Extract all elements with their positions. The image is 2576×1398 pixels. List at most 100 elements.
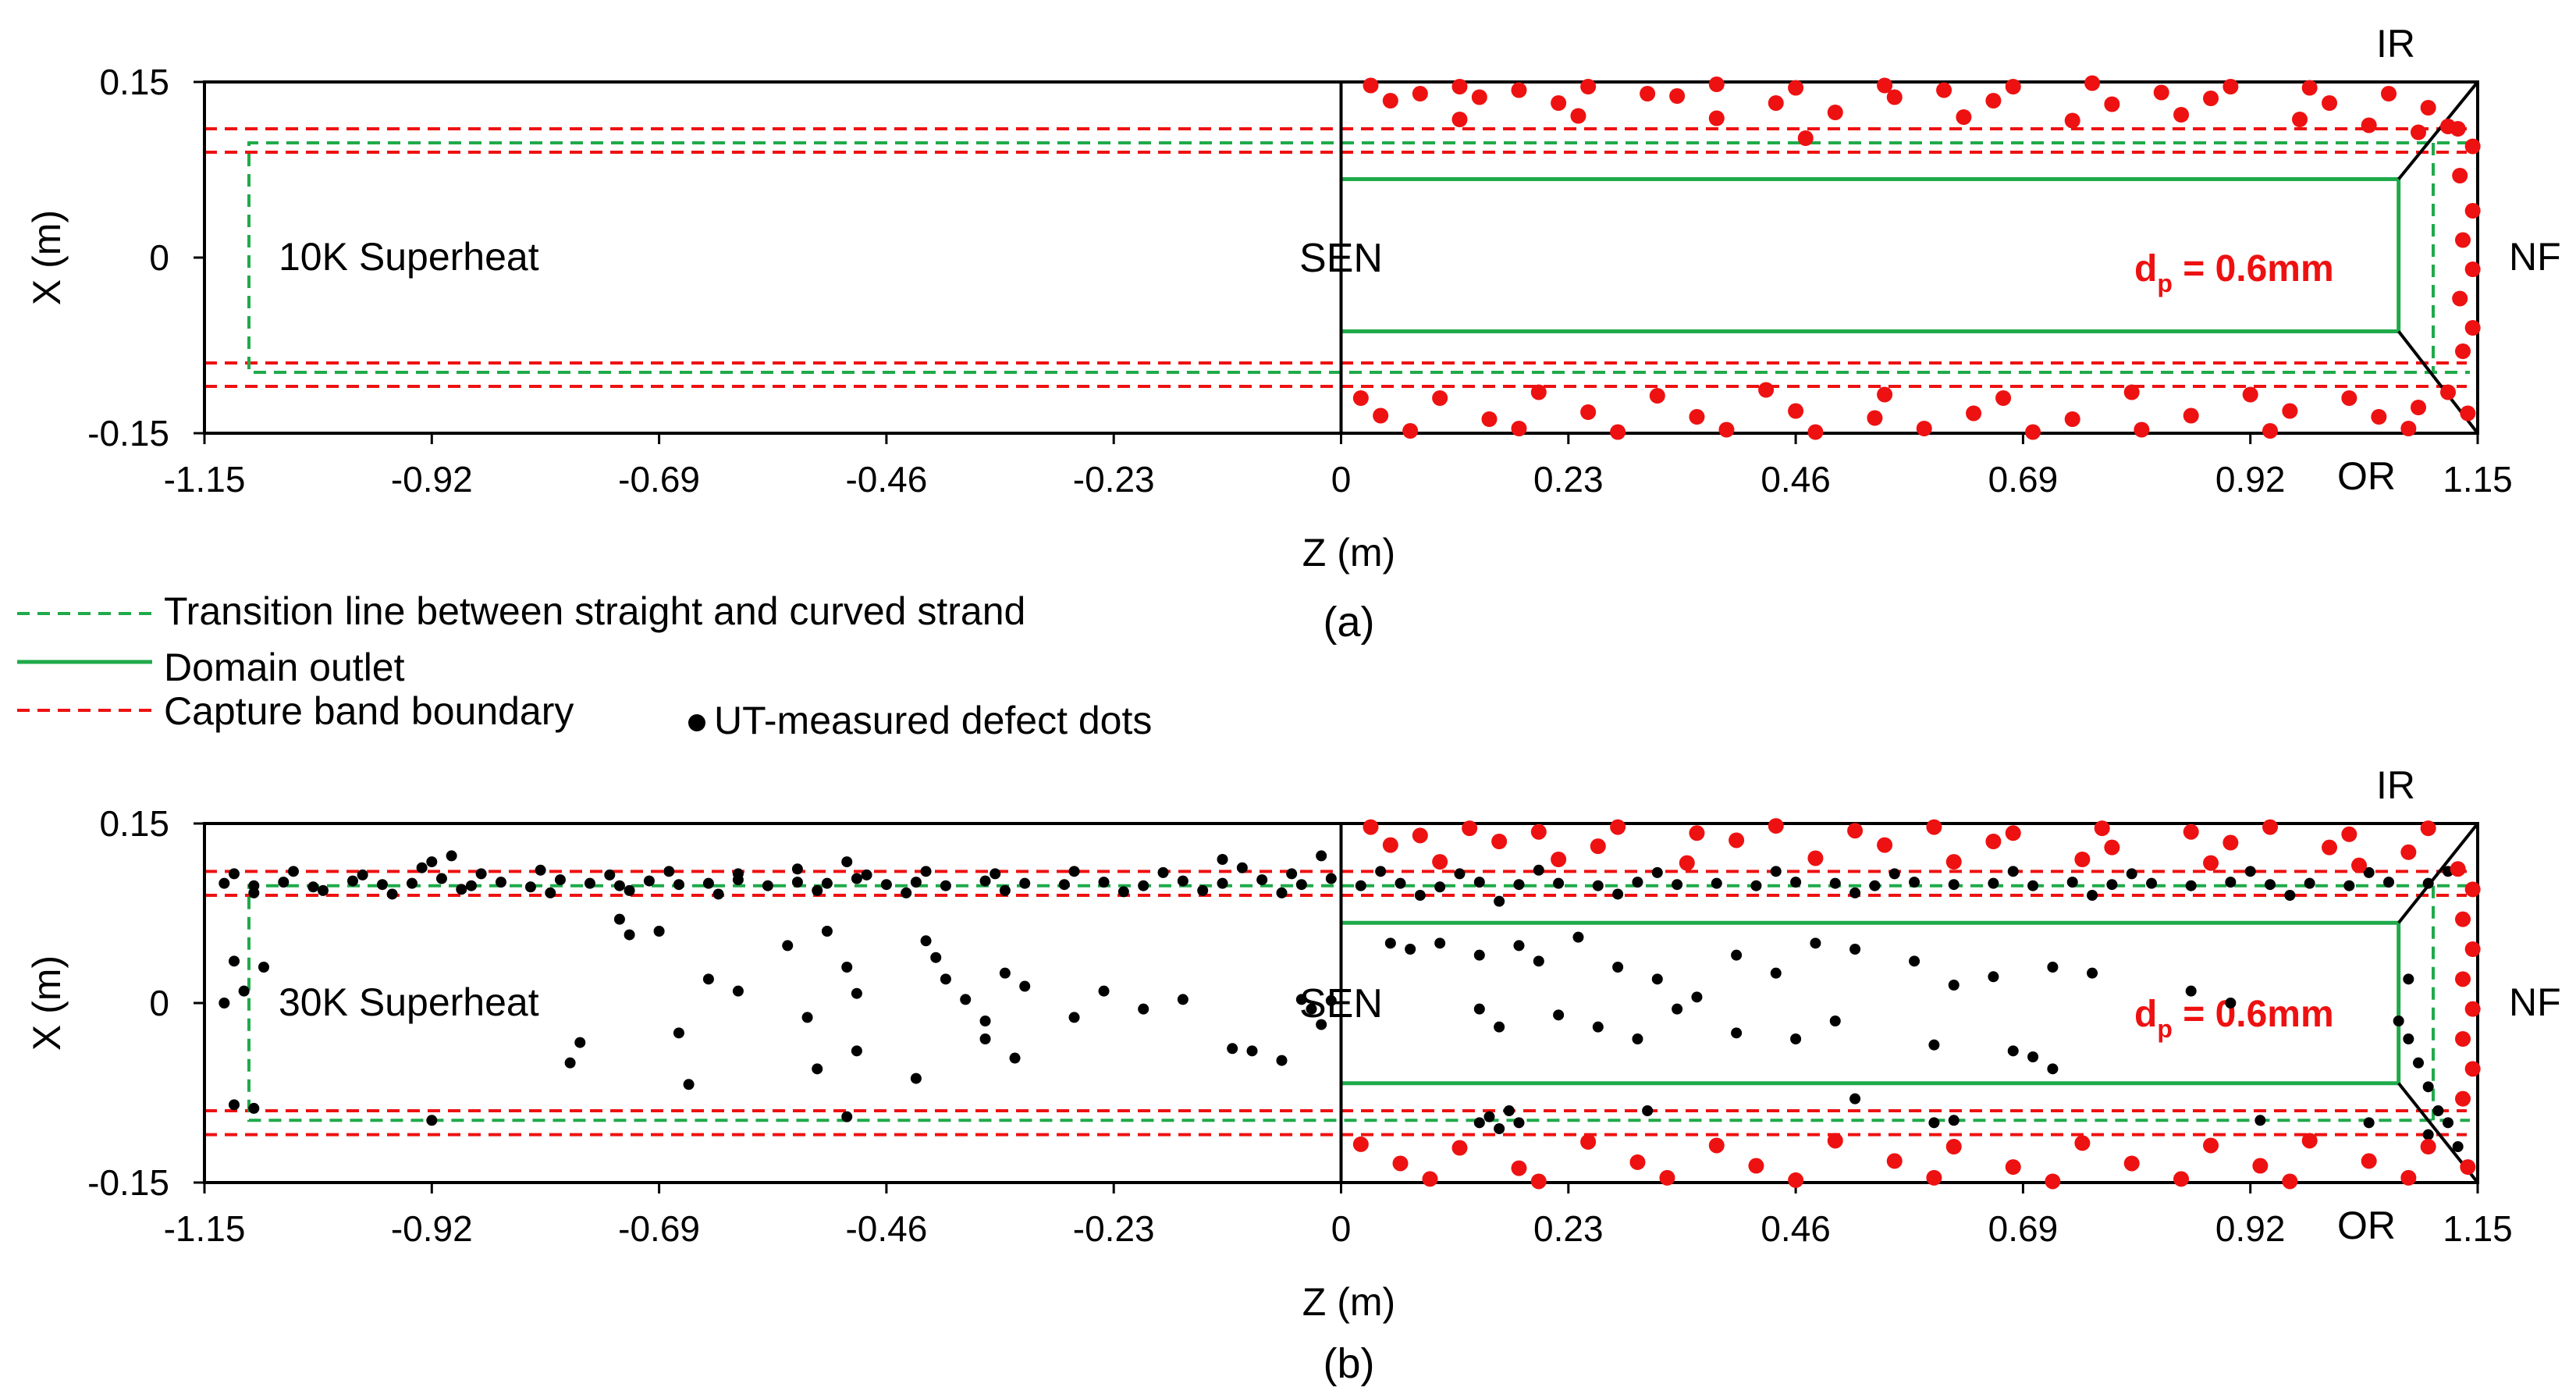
ut-defect-dot-b-114 bbox=[1276, 1055, 1288, 1066]
captured-particle-dot-a-73 bbox=[1511, 421, 1527, 436]
captured-particle-dot-b-50 bbox=[2301, 1133, 2318, 1149]
captured-particle-dot-a-22 bbox=[1985, 93, 2002, 108]
ut-defect-dot-b-32 bbox=[1256, 874, 1268, 886]
ut-defect-dot-b-18 bbox=[762, 880, 773, 891]
ut-defect-dot-b-119 bbox=[1513, 879, 1525, 891]
x-tick-label-a-2: -0.69 bbox=[618, 459, 700, 500]
ut-defect-dot-b-7 bbox=[435, 873, 447, 884]
x-tick-label-b-0: -1.15 bbox=[164, 1208, 246, 1249]
ut-defect-dot-b-83 bbox=[841, 962, 853, 973]
captured-particle-dot-b-44 bbox=[1580, 1133, 1597, 1150]
x-tick-label-a-3: -0.46 bbox=[845, 459, 927, 500]
captured-particle-dot-a-69 bbox=[2282, 403, 2298, 419]
ut-defect-dot-b-202 bbox=[1948, 1115, 1960, 1126]
ut-defect-dot-b-199 bbox=[1642, 1105, 1654, 1116]
ut-defect-dot-b-135 bbox=[2146, 877, 2158, 889]
ut-defect-dot-b-205 bbox=[2403, 973, 2414, 985]
panel-b: -1.15 -0.92 -0.69 -0.46 -0.23 0 0.23 0.46 0.69 0.… bbox=[25, 763, 2561, 1387]
ut-defect-dot-b-157 bbox=[1849, 887, 1861, 898]
ut-defect-dot-b-155 bbox=[1494, 895, 1505, 907]
y-tick-label-a-2: -0.15 bbox=[87, 413, 169, 454]
ut-defect-dot-b-43 bbox=[732, 868, 744, 880]
captured-particle-dot-a-11 bbox=[2084, 75, 2101, 91]
ut-defect-dot-b-87 bbox=[940, 973, 951, 985]
sen-label-a: SEN bbox=[1299, 236, 1383, 281]
ut-defect-dot-b-140 bbox=[2343, 880, 2355, 891]
ut-defect-dot-b-92 bbox=[1068, 1012, 1080, 1023]
ut-defect-dot-b-193 bbox=[2047, 1063, 2059, 1075]
ut-defect-dot-b-102 bbox=[574, 1037, 586, 1048]
ut-defect-dot-b-15 bbox=[673, 879, 684, 891]
ut-defect-dot-b-200 bbox=[1849, 1093, 1861, 1105]
domain-outlet-a bbox=[1341, 177, 2401, 333]
captured-particle-dot-a-32 bbox=[2064, 112, 2080, 129]
x-tick-label-a-0: -1.15 bbox=[164, 459, 246, 500]
ut-defect-dot-b-188 bbox=[1790, 1033, 1802, 1044]
captured-particle-dot-a-30 bbox=[1827, 105, 1843, 120]
captured-particle-dot-b-31 bbox=[2203, 855, 2219, 871]
ut-defect-dot-b-6 bbox=[406, 877, 417, 889]
captured-particle-dot-a-45 bbox=[2452, 290, 2468, 307]
captured-particle-dot-a-13 bbox=[2222, 79, 2239, 94]
captured-particle-dot-b-62 bbox=[1422, 1171, 1438, 1187]
y-tick-label-a-1: 0 bbox=[149, 237, 169, 278]
ut-defect-dot-b-171 bbox=[1770, 967, 1782, 979]
captured-particle-dot-a-40 bbox=[2464, 138, 2481, 155]
captured-particle-dot-a-68 bbox=[2183, 407, 2199, 424]
superheat-label-b: 30K Superheat bbox=[279, 980, 539, 1024]
ut-defect-dot-b-53 bbox=[317, 884, 329, 896]
ut-defect-dot-b-91 bbox=[1019, 980, 1031, 992]
ut-defect-dot-b-56 bbox=[545, 887, 556, 898]
captured-particle-dot-a-35 bbox=[2361, 117, 2377, 133]
captured-particle-dot-b-58 bbox=[2123, 1155, 2140, 1172]
transition-line-left-a bbox=[247, 141, 2470, 374]
ut-defect-dot-b-62 bbox=[1117, 886, 1129, 898]
ut-defect-dot-b-106 bbox=[801, 1012, 813, 1023]
ut-defect-dot-b-47 bbox=[990, 868, 1001, 880]
captured-particle-dot-a-49 bbox=[1432, 390, 1448, 406]
ut-defect-dot-b-100 bbox=[1316, 1019, 1327, 1030]
ut-defect-dot-b-24 bbox=[940, 880, 951, 891]
ut-defect-dot-b-3 bbox=[307, 881, 319, 893]
ut-defect-dot-b-182 bbox=[1494, 1021, 1505, 1033]
dp-label-a: dp = 0.6mm bbox=[2134, 248, 2334, 297]
captured-particle-dot-a-2 bbox=[1451, 79, 1468, 94]
captured-particle-dot-a-72 bbox=[1402, 423, 1419, 439]
x-tick-label-a-1: -0.92 bbox=[391, 459, 473, 500]
ut-defect-dot-b-141 bbox=[2383, 877, 2395, 888]
captured-particle-dot-a-18 bbox=[1551, 95, 1567, 111]
x-tick-label-b-5: 0 bbox=[1331, 1208, 1352, 1249]
captured-particle-dot-a-25 bbox=[2322, 95, 2338, 111]
captured-particle-dot-a-21 bbox=[1886, 89, 1903, 105]
ut-defect-dot-b-69 bbox=[1316, 850, 1327, 862]
ut-defect-dot-b-65 bbox=[426, 856, 438, 868]
ut-defect-dot-b-209 bbox=[2422, 1081, 2434, 1093]
transition-line-left-b bbox=[247, 884, 2470, 1122]
captured-particle-dot-a-58 bbox=[2411, 400, 2427, 415]
ut-defect-dot-b-169 bbox=[1691, 991, 1703, 1003]
ut-defect-dot-b-85 bbox=[920, 935, 932, 947]
ut-defect-dot-b-11 bbox=[554, 874, 566, 886]
ut-defect-dot-b-118 bbox=[1473, 877, 1485, 888]
captured-particle-dot-b-8 bbox=[1926, 819, 1942, 835]
ut-defect-dot-b-185 bbox=[1632, 1033, 1643, 1044]
captured-particle-dot-b-21 bbox=[2104, 839, 2120, 856]
captured-particle-dot-a-78 bbox=[2025, 424, 2041, 440]
captured-particle-dot-a-12 bbox=[2153, 84, 2169, 101]
ut-defect-dot-b-90 bbox=[999, 967, 1011, 979]
captured-particle-dot-b-69 bbox=[2282, 1173, 2298, 1190]
ut-defect-dot-b-74 bbox=[228, 1099, 240, 1111]
ut-defect-dot-b-115 bbox=[1355, 880, 1366, 891]
captured-particle-dot-a-33 bbox=[2173, 107, 2190, 123]
ut-defect-dot-b-22 bbox=[880, 879, 892, 891]
ut-defect-dot-b-73 bbox=[219, 998, 230, 1008]
captured-particle-dot-b-22 bbox=[2222, 834, 2239, 851]
ut-defect-dot-b-201 bbox=[1928, 1117, 1940, 1129]
ut-defect-dot-b-110 bbox=[979, 1016, 991, 1026]
captured-particle-dot-b-10 bbox=[2094, 820, 2110, 837]
captured-particle-dot-a-55 bbox=[2123, 384, 2140, 400]
ut-defect-dot-b-5 bbox=[376, 879, 388, 891]
captured-particle-dot-b-12 bbox=[2262, 819, 2279, 835]
captured-particle-dot-b-37 bbox=[2455, 971, 2471, 987]
captured-particle-dot-a-20 bbox=[1768, 95, 1784, 111]
